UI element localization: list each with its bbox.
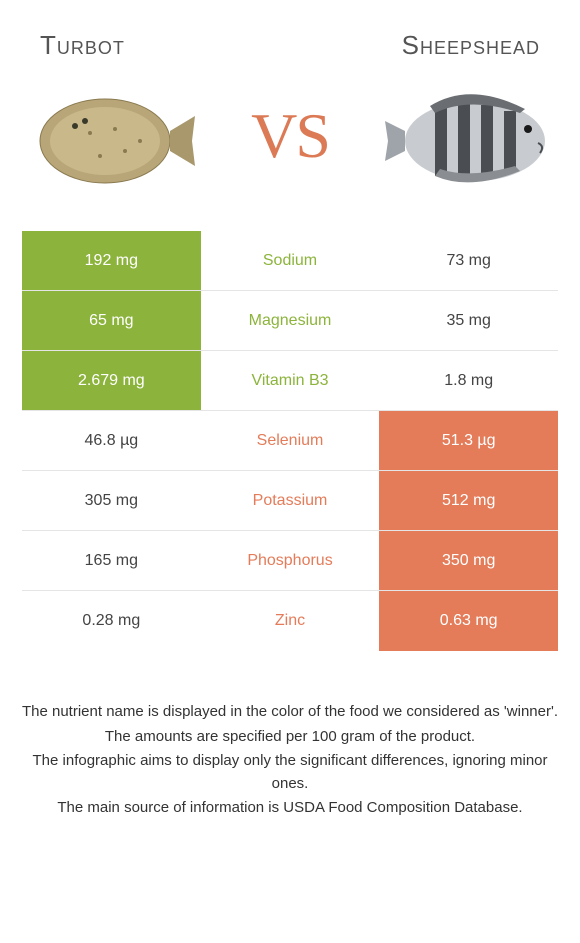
nutrient-name: Vitamin B3 <box>201 351 380 410</box>
left-value: 2.679 mg <box>22 351 201 410</box>
nutrient-table: 192 mgSodium73 mg65 mgMagnesium35 mg2.67… <box>22 231 558 651</box>
nutrient-name: Phosphorus <box>201 531 380 590</box>
right-value: 1.8 mg <box>379 351 558 410</box>
vs-label: VS <box>251 99 329 173</box>
left-value: 192 mg <box>22 231 201 290</box>
header-row: Turbot Sheepshead <box>0 0 580 61</box>
right-value: 51.3 µg <box>379 411 558 470</box>
left-value: 0.28 mg <box>22 591 201 651</box>
right-food-title: Sheepshead <box>402 30 540 61</box>
left-value: 305 mg <box>22 471 201 530</box>
sheepshead-image <box>380 71 560 201</box>
right-value: 35 mg <box>379 291 558 350</box>
table-row: 0.28 mgZinc0.63 mg <box>22 591 558 651</box>
left-value: 165 mg <box>22 531 201 590</box>
nutrient-name: Zinc <box>201 591 380 651</box>
table-row: 165 mgPhosphorus350 mg <box>22 531 558 591</box>
left-value: 65 mg <box>22 291 201 350</box>
footer-notes: The nutrient name is displayed in the co… <box>0 701 580 820</box>
nutrient-name: Selenium <box>201 411 380 470</box>
nutrient-name: Potassium <box>201 471 380 530</box>
left-food-title: Turbot <box>40 30 125 61</box>
nutrient-name: Magnesium <box>201 291 380 350</box>
right-value: 73 mg <box>379 231 558 290</box>
right-value: 350 mg <box>379 531 558 590</box>
left-value: 46.8 µg <box>22 411 201 470</box>
vs-s: S <box>295 100 329 171</box>
note-line: The infographic aims to display only the… <box>20 750 560 795</box>
right-value: 512 mg <box>379 471 558 530</box>
table-row: 305 mgPotassium512 mg <box>22 471 558 531</box>
nutrient-name: Sodium <box>201 231 380 290</box>
table-row: 2.679 mgVitamin B31.8 mg <box>22 351 558 411</box>
table-row: 192 mgSodium73 mg <box>22 231 558 291</box>
right-value: 0.63 mg <box>379 591 558 651</box>
table-row: 65 mgMagnesium35 mg <box>22 291 558 351</box>
note-line: The amounts are specified per 100 gram o… <box>20 726 560 749</box>
vs-v: V <box>251 100 295 171</box>
images-row: VS <box>0 61 580 231</box>
note-line: The nutrient name is displayed in the co… <box>20 701 560 724</box>
turbot-image <box>20 71 200 201</box>
table-row: 46.8 µgSelenium51.3 µg <box>22 411 558 471</box>
note-line: The main source of information is USDA F… <box>20 797 560 820</box>
